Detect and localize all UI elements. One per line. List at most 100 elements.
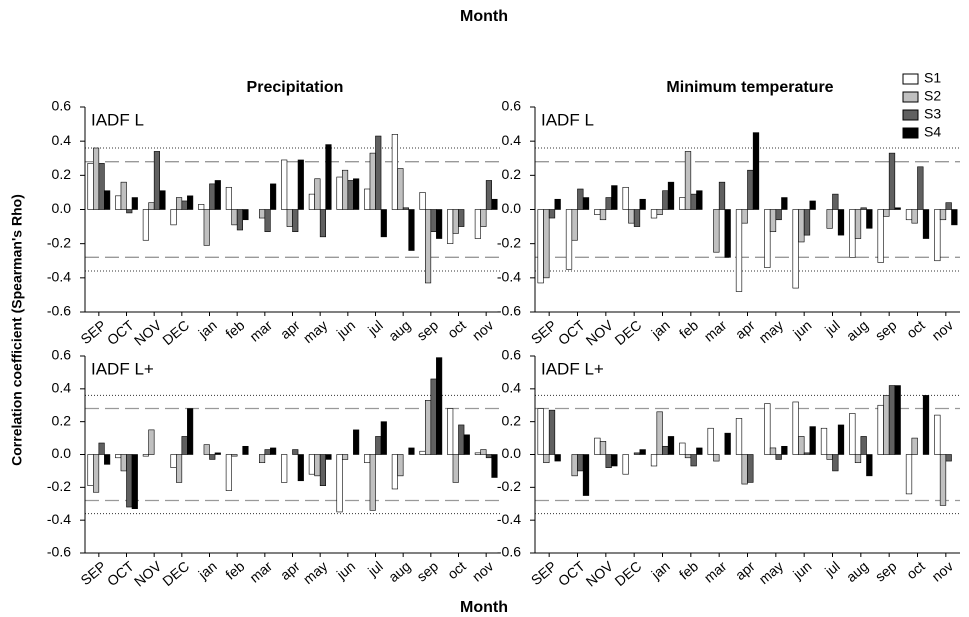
panel-annotation: IADF L+ [91,359,154,378]
x-tick-label: apr [277,558,303,583]
x-tick-label: may [300,558,331,587]
bar [176,197,183,210]
legend-swatch [902,109,919,121]
legend-label: S1 [924,70,941,86]
bar [430,378,437,455]
x-tick-label: NOV [131,316,165,348]
bar [87,163,94,210]
x-tick-label: feb [222,317,247,342]
x-tick-label: nov [929,558,957,585]
bar [424,400,432,455]
bar [832,193,839,210]
bar [270,183,277,210]
bar [397,454,404,477]
x-tick-label: oct [444,317,469,341]
x-tick-label: jan [194,558,219,583]
bar [543,209,550,279]
bar [537,209,544,284]
bar [126,454,133,508]
bar [611,185,618,210]
y-tick-label: -0.4 [47,269,71,285]
bar [571,454,578,477]
y-tick-label: 0.6 [502,98,522,114]
bar [939,209,947,221]
bar [452,209,459,234]
bar [809,426,816,455]
bar [826,209,833,229]
panel-title: Minimum temperature [666,79,833,96]
panel-annotation: IADF L [541,110,594,129]
bar [554,454,561,462]
bar [883,395,890,455]
bar [402,207,409,210]
bar [474,209,481,239]
bar [639,449,646,455]
bar [690,454,697,467]
bar [922,209,930,239]
bar [764,209,771,268]
x-tick-label: jan [194,317,219,342]
bar [297,454,304,482]
bar [292,209,299,233]
bar [934,414,941,455]
x-tick-label: jun [333,317,358,342]
bar [905,454,913,495]
y-tick-label: -0.6 [497,544,521,560]
x-tick-label: sep [414,317,442,344]
bar [543,454,550,464]
bar [877,209,884,263]
bar [209,183,216,210]
y-tick-label: 0.4 [502,132,522,148]
bar [605,454,612,468]
panel-annotation: IADF L+ [541,359,604,378]
bar [741,454,748,485]
x-tick-label: apr [732,558,758,583]
bar [582,454,590,496]
x-tick-label: sep [872,558,900,585]
bar [611,454,618,467]
bar [849,209,856,258]
x-tick-label: DEC [612,558,645,589]
bar [391,454,398,490]
legend-label: S4 [924,124,941,140]
bar [231,454,238,457]
bar [225,454,232,491]
bar [798,436,805,455]
x-tick-label: DEC [159,558,192,589]
y-tick-label: -0.2 [497,478,521,494]
bar [187,408,194,455]
bar [945,202,952,210]
legend-swatch [902,127,919,139]
y-tick-label: -0.2 [47,234,71,250]
bar [93,454,100,493]
bar [353,429,360,455]
x-tick-label: jul [821,558,843,580]
bar [696,447,703,455]
x-tick-label: SEP [528,558,560,588]
bar [735,418,743,455]
bar [126,209,133,214]
bar [622,454,629,475]
x-tick-label: feb [676,558,701,583]
y-tick-label: -0.4 [47,511,71,527]
y-tick-label: -0.6 [497,303,521,319]
bar [684,151,692,210]
y-tick-label: 0.2 [502,166,522,182]
bar [170,454,177,468]
panel-annotation: IADF L [91,110,144,129]
bar [264,209,271,233]
bar [662,190,669,210]
bar [707,427,714,455]
bar [115,454,122,459]
figure-title: Month [460,8,508,25]
bar [582,197,590,210]
bar [142,454,149,457]
x-tick-label: apr [277,317,303,342]
bar [571,209,578,241]
bar [104,190,111,210]
bar [866,454,873,477]
bar [667,181,675,210]
bar [554,198,561,210]
bar [577,454,584,472]
bar [214,452,221,455]
